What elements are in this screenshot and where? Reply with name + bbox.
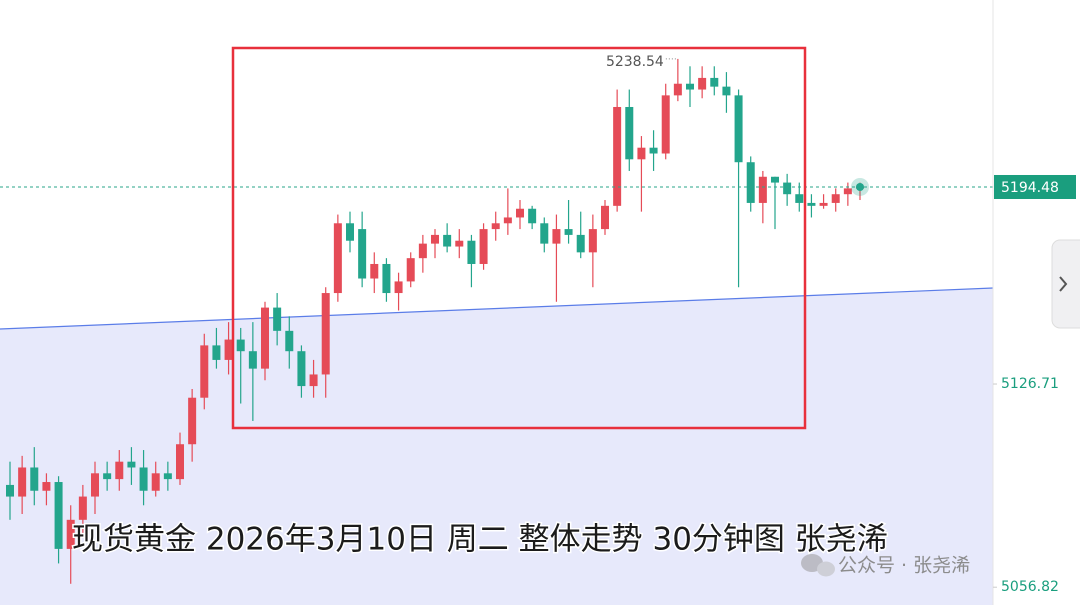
candle-body [394,281,403,294]
high-label: 5238.54 [606,54,664,70]
candle-body [358,229,367,279]
candle-body [734,95,743,163]
candle-body [746,162,755,203]
candle-body [698,77,707,90]
candle-body [418,243,427,259]
candle-body [30,467,39,491]
candle-body [18,467,27,497]
candle-body [637,147,646,160]
candle-body [722,86,731,96]
candle-body [370,263,379,279]
candle-body [673,83,682,96]
candle-body [42,482,51,491]
candle-body [503,217,512,224]
candle-body [346,223,354,241]
candle-body [528,208,537,224]
candle-body [127,461,136,468]
candle-body [333,223,342,294]
candle-body [564,229,573,235]
candle-body [431,234,439,244]
last-price-dot [856,182,864,191]
candle-body [710,77,719,87]
candle-body [516,208,524,218]
candle-body [831,194,840,203]
candle-body [540,223,549,244]
chart-title: 现货黄金 2026年3月10日 周二 整体走势 30分钟图 张尧浠 [72,522,888,558]
candle-body [6,484,14,497]
candles: 5238.54 [0,54,993,584]
candle-body [236,339,245,352]
candle-body [66,519,75,549]
candle-body [795,194,804,203]
candle-body [78,496,87,520]
candle-body [661,95,670,154]
chevron-icon [1059,276,1068,292]
trend-line [0,287,994,330]
candle-body [321,293,330,375]
candle-body [491,223,500,230]
candle-body [576,234,585,253]
candle-body [285,330,294,352]
candle-body [455,240,464,247]
highlight-box [231,46,807,430]
candle-body [297,351,306,387]
y-tick-label: 5126.71 [1001,376,1059,392]
candle-body [771,176,779,183]
y-tick-label: 5056.82 [1001,579,1059,595]
candle-body [224,339,233,360]
candle-body [163,473,172,480]
trend-zone [0,288,993,605]
candle-body [115,461,124,480]
candle-body [273,307,282,331]
candle-body [588,229,597,253]
candle-body [758,176,767,203]
candle-body [382,263,391,294]
candle-body [479,229,488,264]
watermark-icon [801,554,835,577]
candle-body [188,397,197,445]
candle-body [261,307,269,369]
candle-body [91,473,99,497]
candle-body [200,345,209,398]
watermark: 公众号 · 张尧浠 [838,555,970,577]
candle-body [139,467,148,491]
candle-body [467,240,476,264]
candle-body [613,106,622,206]
candle-body [625,106,634,160]
candle-body [686,83,694,90]
candle-body [54,482,63,549]
candle-body [103,473,112,480]
candle-body [807,202,816,206]
candle-body [843,188,852,195]
candle-body [176,444,184,480]
candle-body [649,147,658,154]
candle-body [151,473,160,491]
candle-body [309,374,318,387]
candle-body [443,234,452,247]
candle-body [601,205,609,230]
candle-body [552,229,561,244]
last-price-label: 5194.48 [1001,180,1059,196]
last-price-tag [994,174,1076,199]
candle-body [406,258,415,282]
candle-body [212,345,221,360]
candle-body [783,182,792,195]
candle-body [248,351,257,369]
candle-body [819,202,828,206]
